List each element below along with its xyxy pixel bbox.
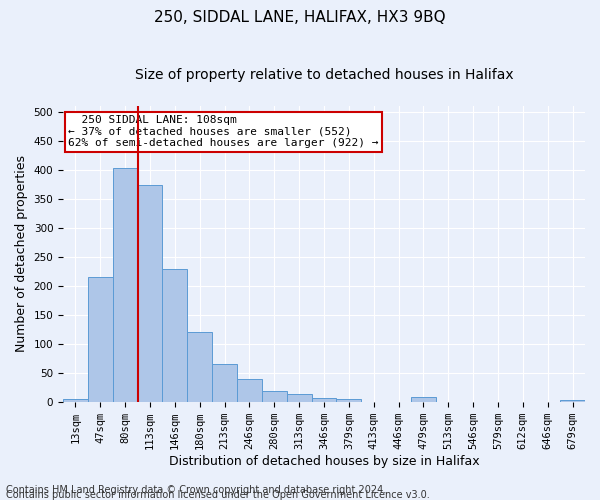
Bar	[187, 332, 212, 402]
Bar	[262, 392, 287, 402]
Bar	[287, 394, 311, 402]
Title: Size of property relative to detached houses in Halifax: Size of property relative to detached ho…	[135, 68, 514, 82]
Bar	[113, 168, 137, 402]
Text: Contains public sector information licensed under the Open Government Licence v3: Contains public sector information licen…	[6, 490, 430, 500]
Bar	[88, 276, 113, 402]
Bar	[137, 185, 163, 402]
Bar	[311, 398, 337, 402]
Y-axis label: Number of detached properties: Number of detached properties	[15, 156, 28, 352]
Bar	[237, 378, 262, 402]
Bar	[212, 364, 237, 402]
Bar	[560, 400, 585, 402]
Bar	[411, 397, 436, 402]
Text: Contains HM Land Registry data © Crown copyright and database right 2024.: Contains HM Land Registry data © Crown c…	[6, 485, 386, 495]
Bar	[63, 400, 88, 402]
Bar	[163, 269, 187, 402]
Text: 250 SIDDAL LANE: 108sqm  
← 37% of detached houses are smaller (552)
62% of semi: 250 SIDDAL LANE: 108sqm ← 37% of detache…	[68, 115, 379, 148]
X-axis label: Distribution of detached houses by size in Halifax: Distribution of detached houses by size …	[169, 454, 479, 468]
Text: 250, SIDDAL LANE, HALIFAX, HX3 9BQ: 250, SIDDAL LANE, HALIFAX, HX3 9BQ	[154, 10, 446, 25]
Bar	[337, 399, 361, 402]
